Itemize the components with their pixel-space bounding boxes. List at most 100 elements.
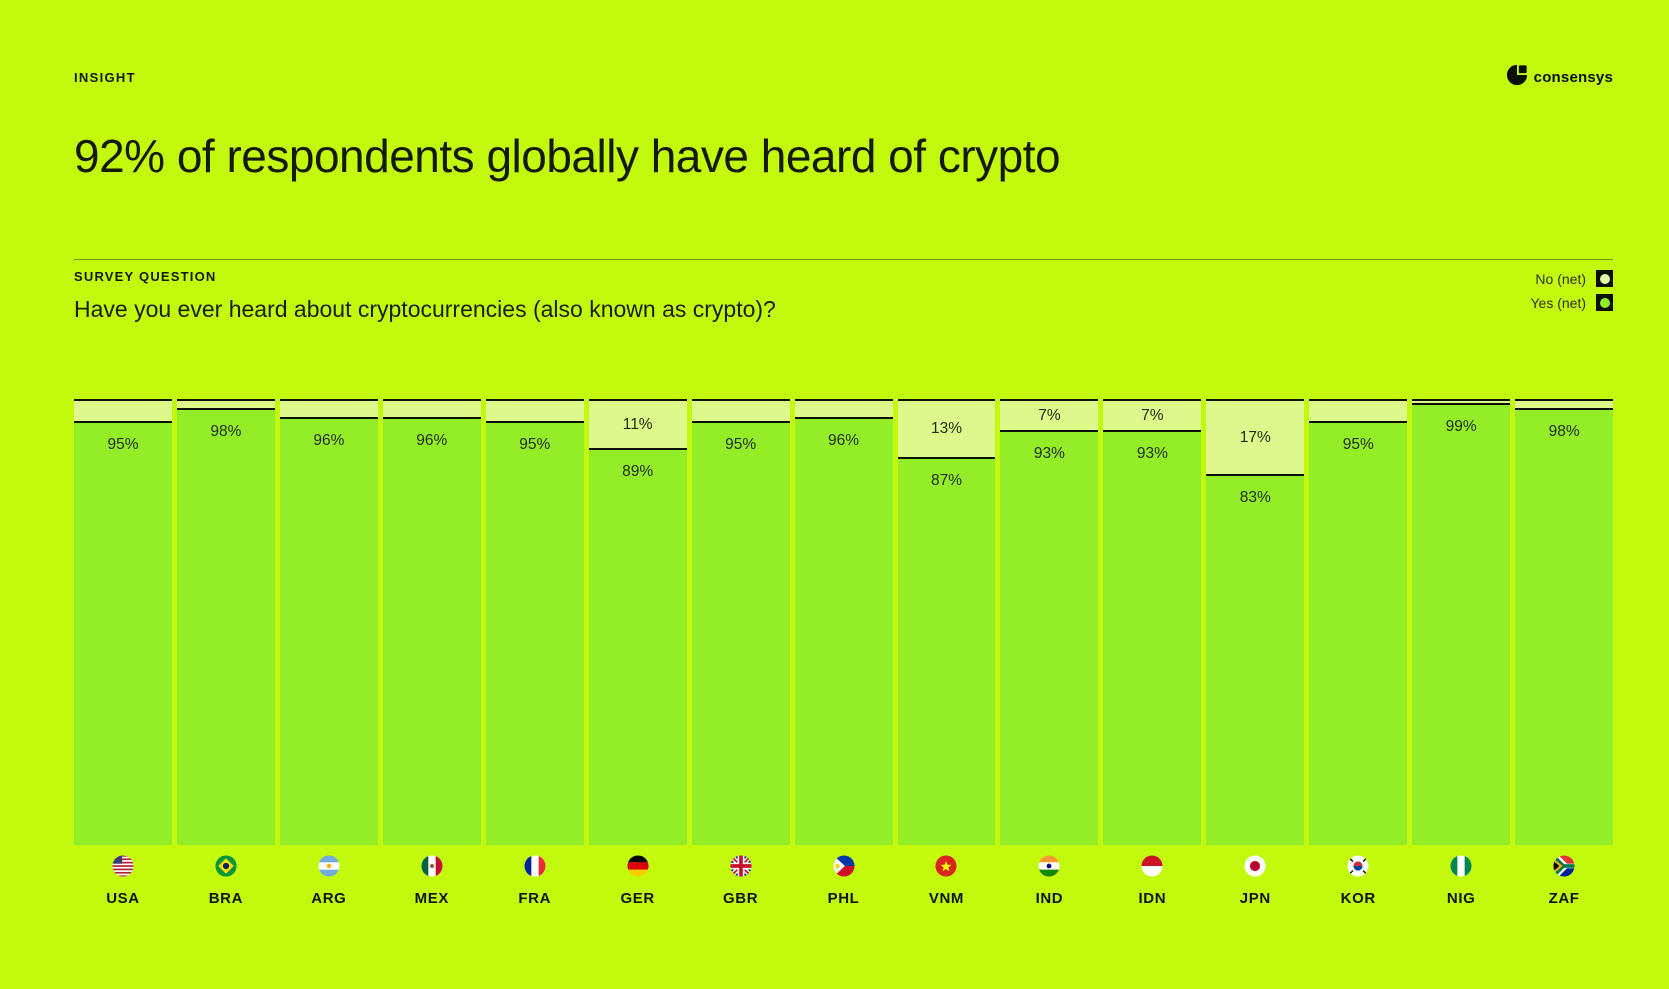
flag-arg-icon [318, 855, 340, 877]
country-bar: 17% 83% [1206, 399, 1305, 845]
bar-segment-yes: 95% [485, 423, 584, 845]
page-title: 92% of respondents globally have heard o… [74, 130, 1061, 182]
bar-segment-yes: 96% [382, 418, 481, 845]
country-bar: 96% [794, 399, 893, 845]
bar-column-idn: 7% 93% IDN [1103, 399, 1202, 907]
country-code-label: GBR [723, 890, 759, 907]
bar-segment-no [74, 401, 172, 424]
bar-segment-no: 11% [588, 401, 687, 450]
bar-segment-yes: 96% [279, 418, 378, 845]
bar-column-arg: 96% ARG [279, 399, 378, 907]
bar-segment-no [1309, 401, 1408, 424]
bar-segment-no [691, 401, 790, 424]
chart-columns: 95% USA 98% BRA 96% ARG 96% MEX 95% [74, 399, 1614, 907]
bar-column-phl: 96% PHL [794, 399, 893, 907]
flag-ind-icon [1038, 855, 1060, 877]
bar-segment-yes: 87% [897, 458, 996, 845]
bar-column-bra: 98% BRA [176, 399, 275, 907]
yes-percent-label: 95% [725, 436, 757, 454]
section-divider [74, 259, 1613, 260]
bar-segment-yes: 89% [588, 449, 687, 845]
bar-segment-no: 7% [1103, 401, 1202, 433]
page-content: INSIGHT consensys 92% of respondents glo… [74, 0, 1614, 989]
bar-segment-yes: 96% [794, 418, 893, 845]
country-code-label: PHL [827, 890, 860, 907]
bar-segment-no [794, 401, 893, 419]
legend-no-swatch-icon [1596, 270, 1613, 287]
bar-segment-no: 13% [897, 401, 996, 459]
yes-percent-label: 96% [313, 431, 345, 449]
bar-segment-no [176, 401, 275, 410]
chart-legend: No (net) Yes (net) [1530, 270, 1613, 311]
country-code-label: FRA [518, 890, 552, 907]
flag-nig-icon [1450, 855, 1472, 877]
legend-yes-swatch-icon [1596, 294, 1613, 311]
country-code-label: GER [620, 890, 655, 907]
country-code-label: NIG [1446, 890, 1476, 907]
country-bar: 11% 89% [588, 399, 687, 845]
flag-jpn-icon [1244, 855, 1266, 877]
country-bar: 95% [1309, 399, 1408, 845]
bar-segment-yes: 95% [1309, 423, 1408, 845]
country-bar: 95% [691, 399, 790, 845]
bar-column-kor: 95% KOR [1309, 399, 1408, 907]
bar-segment-yes: 95% [691, 423, 790, 845]
bar-column-ger: 11% 89% GER [588, 399, 687, 907]
bar-segment-yes: 98% [176, 409, 275, 845]
no-percent-label: 7% [1038, 406, 1061, 424]
bar-column-vnm: 13% 87% VNM [897, 399, 996, 907]
bar-segment-yes: 83% [1206, 476, 1305, 845]
brand-name: consensys [1533, 69, 1613, 86]
yes-percent-label: 99% [1445, 418, 1477, 436]
country-bar: 95% [485, 399, 584, 845]
yes-percent-label: 83% [1239, 489, 1271, 507]
survey-question-text: Have you ever heard about cryptocurrenci… [74, 296, 776, 322]
country-code-label: IDN [1138, 890, 1167, 907]
bar-segment-no [279, 401, 378, 419]
flag-fra-icon [524, 855, 546, 877]
country-bar: 13% 87% [897, 399, 996, 845]
country-bar: 7% 93% [1103, 399, 1202, 845]
bar-column-mex: 96% MEX [382, 399, 481, 907]
bar-segment-no [485, 401, 584, 424]
yes-percent-label: 98% [210, 422, 242, 440]
bar-column-zaf: 98% ZAF [1515, 399, 1614, 907]
country-bar: 98% [176, 399, 275, 845]
yes-percent-label: 95% [519, 436, 551, 454]
country-code-label: IND [1035, 890, 1064, 907]
country-bar: 95% [74, 399, 172, 845]
legend-item-no: No (net) [1535, 270, 1613, 287]
yes-percent-label: 98% [1548, 422, 1580, 440]
bar-column-ind: 7% 93% IND [1000, 399, 1099, 907]
flag-usa-icon [112, 855, 134, 877]
country-code-label: ZAF [1548, 890, 1580, 907]
legend-item-yes: Yes (net) [1530, 294, 1613, 311]
bar-segment-yes: 98% [1515, 409, 1614, 845]
yes-percent-label: 89% [622, 462, 654, 480]
yes-percent-label: 95% [1342, 436, 1374, 454]
yes-percent-label: 96% [828, 431, 860, 449]
legend-no-label: No (net) [1535, 270, 1586, 287]
no-percent-label: 11% [622, 415, 653, 433]
yes-percent-label: 95% [107, 436, 139, 454]
country-code-label: ARG [311, 890, 347, 907]
bar-segment-yes: 93% [1103, 432, 1202, 845]
insight-eyebrow: INSIGHT [74, 70, 136, 85]
bar-column-usa: 95% USA [74, 399, 172, 907]
no-percent-label: 13% [930, 420, 962, 438]
survey-question-label: SURVEY QUESTION [74, 269, 217, 284]
bar-segment-yes: 99% [1412, 405, 1511, 845]
country-code-label: KOR [1340, 890, 1376, 907]
country-bar: 96% [279, 399, 378, 845]
country-code-label: JPN [1239, 890, 1271, 907]
bar-segment-no [382, 401, 481, 419]
country-code-label: VNM [928, 890, 965, 907]
bar-segment-no [1412, 401, 1511, 406]
bar-segment-yes: 93% [1000, 432, 1099, 845]
bar-column-jpn: 17% 83% JPN [1206, 399, 1305, 907]
flag-phl-icon [832, 855, 855, 877]
flag-bra-icon [215, 855, 237, 877]
flag-idn-icon [1141, 855, 1163, 877]
country-code-label: USA [106, 890, 140, 907]
flag-kor-icon [1347, 855, 1369, 877]
